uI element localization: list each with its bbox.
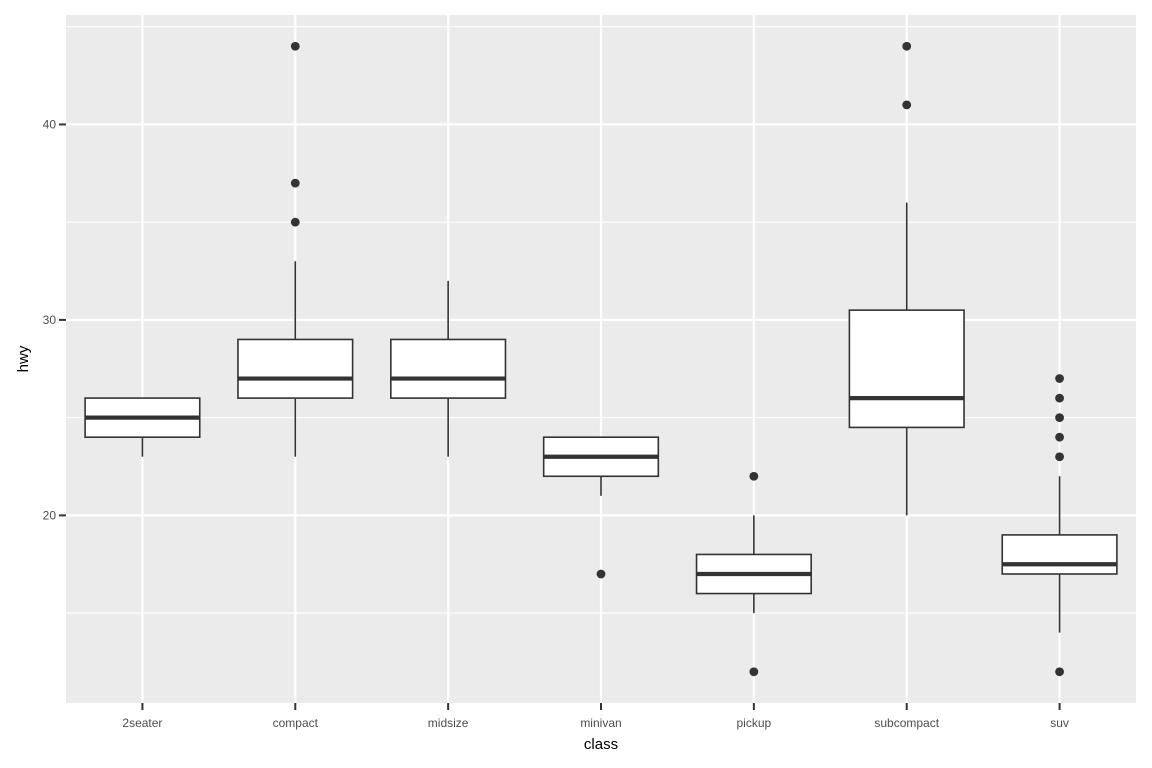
box-suv bbox=[1001, 374, 1118, 677]
box-subcompact bbox=[848, 41, 965, 516]
box-layer bbox=[84, 41, 1118, 677]
y-tick-label: 20 bbox=[43, 508, 57, 522]
x-tick-label: suv bbox=[1050, 716, 1069, 730]
outlier-point bbox=[1055, 374, 1064, 383]
outlier-point bbox=[1055, 413, 1064, 423]
outlier-point bbox=[290, 178, 300, 188]
box-2seater bbox=[84, 397, 201, 457]
box-minivan bbox=[542, 436, 660, 579]
outlier-point bbox=[1055, 667, 1064, 677]
outlier-point bbox=[749, 471, 759, 481]
x-tick-label: pickup bbox=[737, 716, 772, 730]
outlier-point bbox=[1055, 452, 1064, 462]
box-pickup bbox=[695, 471, 812, 677]
outlier-point bbox=[596, 569, 606, 579]
outlier-point bbox=[1055, 432, 1064, 442]
box-iqr bbox=[237, 338, 354, 399]
x-tick-label: subcompact bbox=[874, 716, 939, 730]
y-axis-title: hwy bbox=[15, 345, 32, 372]
outlier-point bbox=[902, 100, 912, 110]
x-tick-label: 2seater bbox=[122, 716, 162, 730]
y-tick-label: 40 bbox=[43, 117, 57, 131]
outlier-point bbox=[1055, 393, 1064, 403]
y-tick-label: 30 bbox=[43, 313, 57, 327]
box-iqr bbox=[1001, 534, 1118, 575]
x-tick-label: minivan bbox=[580, 716, 621, 730]
x-axis-title: class bbox=[584, 736, 618, 753]
box-compact bbox=[237, 41, 354, 457]
box-iqr bbox=[390, 338, 507, 399]
outlier-point bbox=[290, 217, 300, 227]
outlier-point bbox=[902, 41, 912, 51]
outlier-point bbox=[290, 41, 300, 51]
box-midsize bbox=[390, 280, 507, 457]
x-tick-label: midsize bbox=[428, 716, 469, 730]
axes: 20 30 40 2seater compact midsize minivan pickup… bbox=[43, 117, 1069, 730]
x-tick-label: compact bbox=[273, 716, 319, 730]
box-iqr bbox=[848, 309, 965, 429]
outlier-point bbox=[749, 667, 759, 677]
